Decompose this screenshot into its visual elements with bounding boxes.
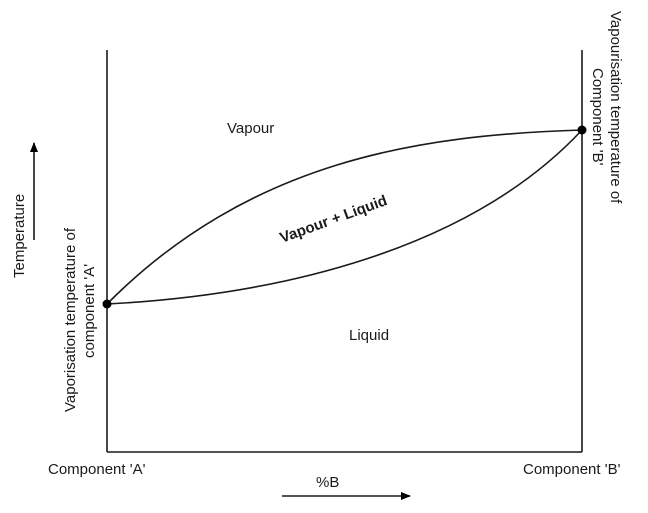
component-a-label: Component 'A' xyxy=(48,461,146,478)
component-b-label: Component 'B' xyxy=(523,461,621,478)
component-b-vaporisation-point xyxy=(577,125,587,135)
vapour-region-label: Vapour xyxy=(227,120,274,137)
component-a-vaporisation-point xyxy=(102,299,112,309)
left-vaporisation-label-line1: Vaporisation temperature of xyxy=(62,227,79,412)
right-vaporisation-label-line1: Vapourisation temperature of xyxy=(607,11,624,204)
right-vaporisation-label-line2: Component 'B' xyxy=(589,68,606,166)
liquid-region-label: Liquid xyxy=(349,327,389,344)
vapour-liquid-region-label: Vapour + Liquid xyxy=(278,192,390,247)
bubble-point-curve xyxy=(106,129,583,305)
dew-point-curve xyxy=(106,129,583,305)
composition-axis-label: %B xyxy=(316,474,339,491)
temperature-axis-label: Temperature xyxy=(11,194,28,278)
left-vaporisation-label-line2: component 'A' xyxy=(81,264,98,358)
